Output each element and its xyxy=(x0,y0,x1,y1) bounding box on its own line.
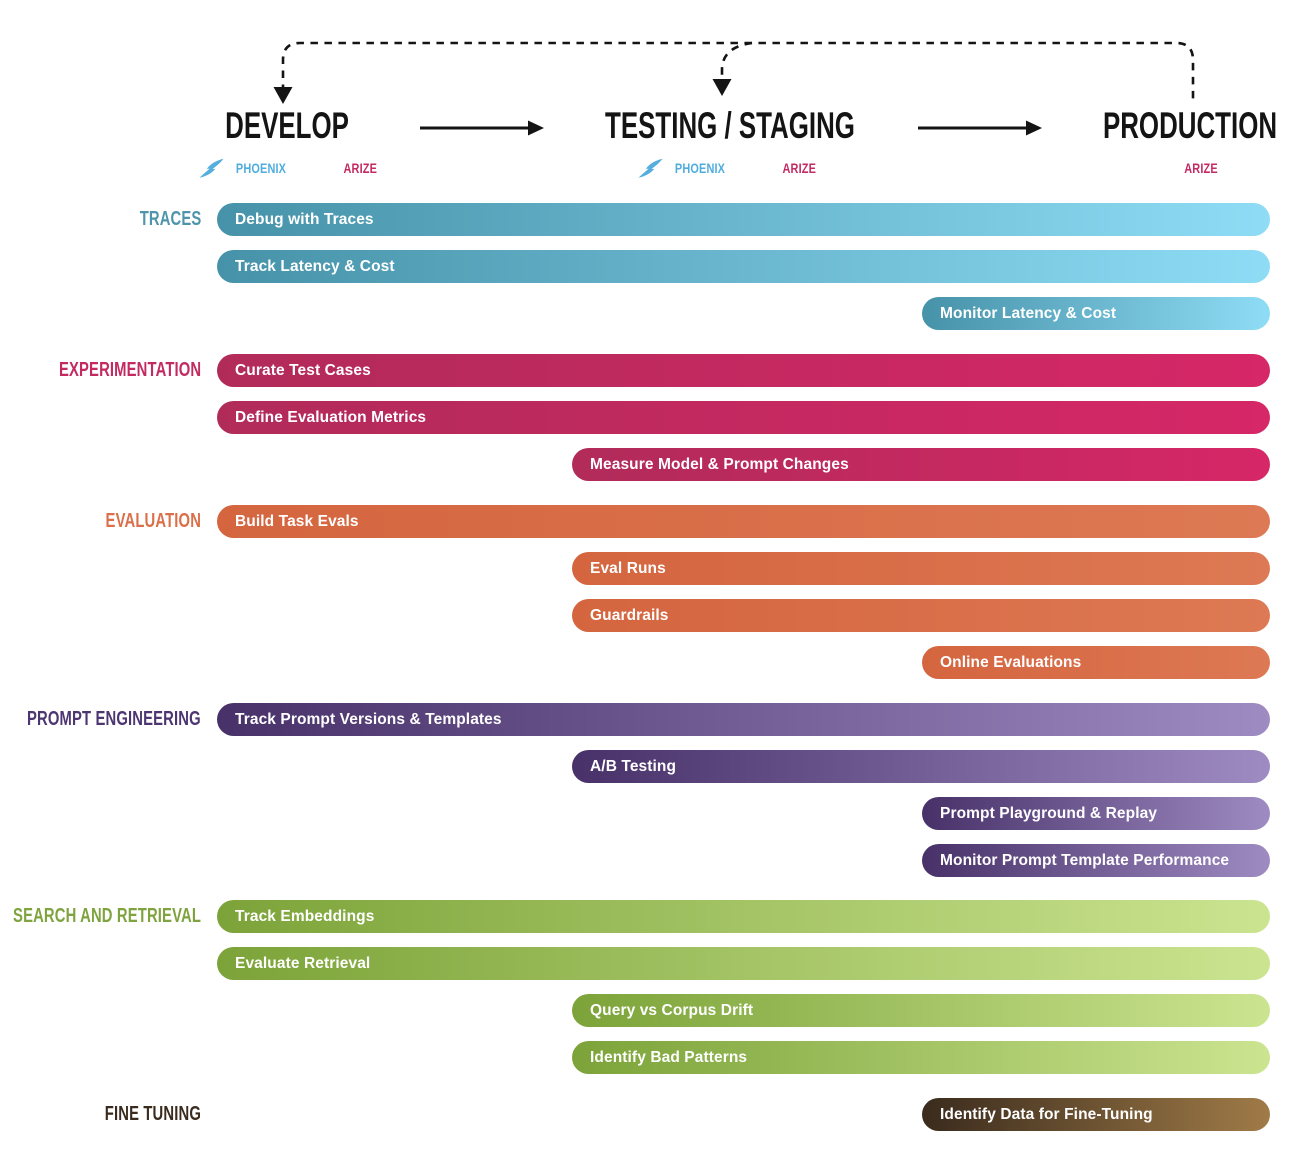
bar-curate-test-cases: Curate Test Cases xyxy=(217,354,1270,387)
bar-label: A/B Testing xyxy=(590,758,677,775)
category-label-fine-tuning: FINE TUNING xyxy=(104,1103,201,1125)
bar-query-vs-corpus-drift: Query vs Corpus Drift xyxy=(572,994,1270,1027)
bar-monitor-latency-cost: Monitor Latency & Cost xyxy=(922,297,1270,330)
bar-label: Curate Test Cases xyxy=(235,362,371,379)
bar-label: Query vs Corpus Drift xyxy=(590,1002,754,1019)
feedback-branch-path xyxy=(720,41,753,82)
bar-define-evaluation-metrics: Define Evaluation Metrics xyxy=(217,401,1270,434)
bar-label: Track Latency & Cost xyxy=(235,258,395,275)
bar-guardrails: Guardrails xyxy=(572,599,1270,632)
bar-label: Identify Data for Fine-Tuning xyxy=(940,1106,1153,1123)
phoenix-label: PHOENIX xyxy=(235,160,287,176)
bar-prompt-playground-replay: Prompt Playground & Replay xyxy=(922,797,1270,830)
bar-build-task-evals: Build Task Evals xyxy=(217,505,1270,538)
bar-measure-model-prompt-changes: Measure Model & Prompt Changes xyxy=(572,448,1270,481)
phoenix-bird-icon xyxy=(638,158,663,178)
category-label-search-and-retrieval: SEARCH AND RETRIEVAL xyxy=(13,905,201,927)
bar-label: Evaluate Retrieval xyxy=(235,955,371,972)
bar-label: Online Evaluations xyxy=(940,654,1082,671)
bar-identify-data-for-fine-tuning: Identify Data for Fine-Tuning xyxy=(922,1098,1270,1131)
phoenix-label: PHOENIX xyxy=(674,160,726,176)
bar-monitor-prompt-template-performance: Monitor Prompt Template Performance xyxy=(922,844,1270,877)
category-label-traces: TRACES xyxy=(139,208,201,230)
bar-identify-bad-patterns: Identify Bad Patterns xyxy=(572,1041,1270,1074)
tool-row-production: ARIZE xyxy=(1180,156,1223,180)
arize-label: ARIZE xyxy=(343,160,378,176)
bar-a-b-testing: A/B Testing xyxy=(572,750,1270,783)
bar-label: Track Prompt Versions & Templates xyxy=(235,711,502,728)
category-label-experimentation: EXPERIMENTATION xyxy=(58,359,201,381)
stage-header-production: PRODUCTION xyxy=(1102,105,1278,146)
arize-label: ARIZE xyxy=(1184,160,1218,176)
feedback-arrowhead-testing xyxy=(712,79,732,96)
stage-arrowhead-2 xyxy=(1026,120,1042,136)
bar-track-latency-cost: Track Latency & Cost xyxy=(217,250,1270,283)
arize-label: ARIZE xyxy=(782,160,817,176)
bar-evaluate-retrieval: Evaluate Retrieval xyxy=(217,947,1270,980)
bar-track-prompt-versions-templates: Track Prompt Versions & Templates xyxy=(217,703,1270,736)
feedback-arrowhead-develop xyxy=(273,87,293,104)
bar-label: Debug with Traces xyxy=(235,211,374,228)
bar-label: Eval Runs xyxy=(590,560,666,577)
bar-online-evaluations: Online Evaluations xyxy=(922,646,1270,679)
bar-track-embeddings: Track Embeddings xyxy=(217,900,1270,933)
category-label-prompt-engineering: PROMPT ENGINEERING xyxy=(27,708,201,730)
feedback-loop-path xyxy=(281,41,1195,102)
phoenix-bird-icon xyxy=(199,158,224,178)
category-label-evaluation: EVALUATION xyxy=(105,510,201,532)
stage-header-testing-staging: TESTING / STAGING xyxy=(605,105,855,146)
bar-label: Monitor Prompt Template Performance xyxy=(940,852,1230,869)
bar-label: Measure Model & Prompt Changes xyxy=(590,456,849,473)
bar-label: Guardrails xyxy=(590,607,669,624)
flow-arrows-layer xyxy=(273,41,1195,136)
bar-debug-with-traces: Debug with Traces xyxy=(217,203,1270,236)
bar-label: Define Evaluation Metrics xyxy=(235,409,427,426)
bar-label: Monitor Latency & Cost xyxy=(940,305,1117,322)
bar-label: Identify Bad Patterns xyxy=(590,1049,748,1066)
stage-header-develop: DEVELOP xyxy=(225,105,349,146)
tool-row-testing: PHOENIX ARIZE xyxy=(637,156,821,180)
bar-eval-runs: Eval Runs xyxy=(572,552,1270,585)
stage-arrowhead-1 xyxy=(528,120,544,136)
tool-row-develop: PHOENIX ARIZE xyxy=(198,156,382,180)
bar-label: Prompt Playground & Replay xyxy=(940,805,1158,822)
bar-label: Track Embeddings xyxy=(235,908,375,925)
bar-label: Build Task Evals xyxy=(235,513,359,530)
